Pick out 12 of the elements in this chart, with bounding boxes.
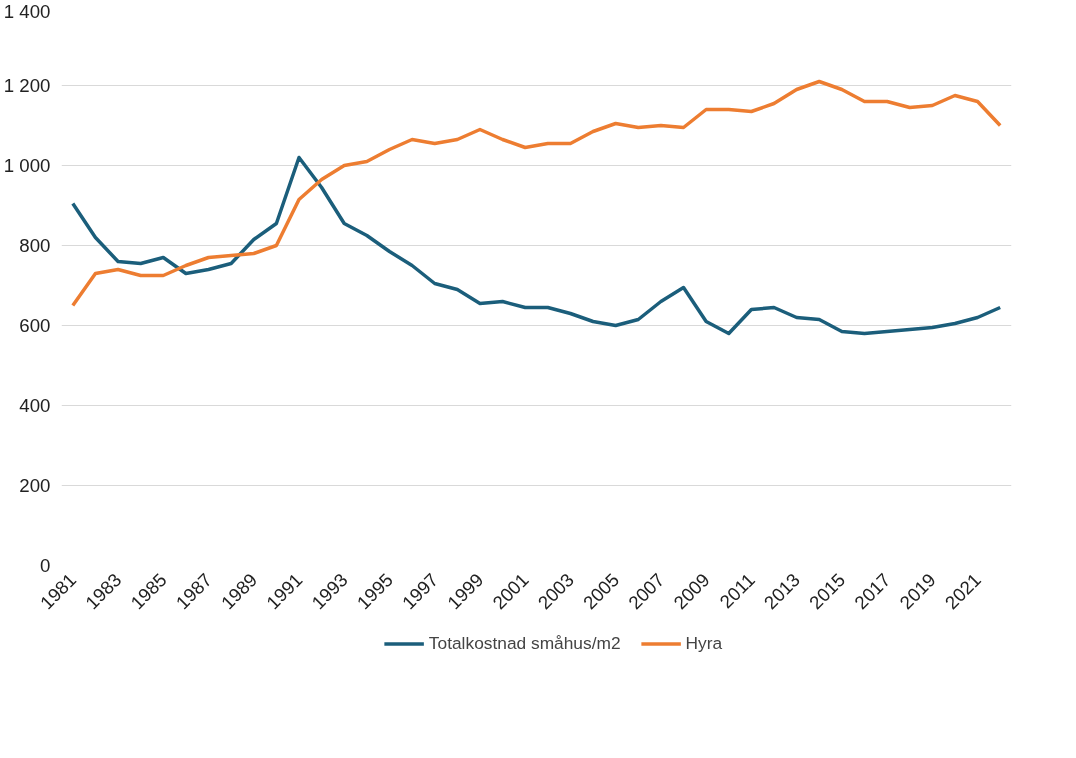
y-tick-label: 0	[40, 555, 51, 576]
y-tick-label: 800	[19, 235, 51, 256]
y-tick-label: 400	[19, 395, 51, 416]
legend-label: Totalkostnad småhus/m2	[428, 632, 621, 654]
line-series	[71, 79, 1002, 308]
y-tick-label: 1 000	[3, 155, 51, 176]
legend-label: Hyra	[685, 632, 723, 654]
y-tick-label: 1 200	[3, 75, 51, 96]
line-series	[71, 155, 1002, 336]
y-tick-label: 600	[19, 315, 51, 336]
y-tick-label: 200	[19, 475, 51, 496]
y-tick-label: 1 400	[3, 0, 51, 22]
